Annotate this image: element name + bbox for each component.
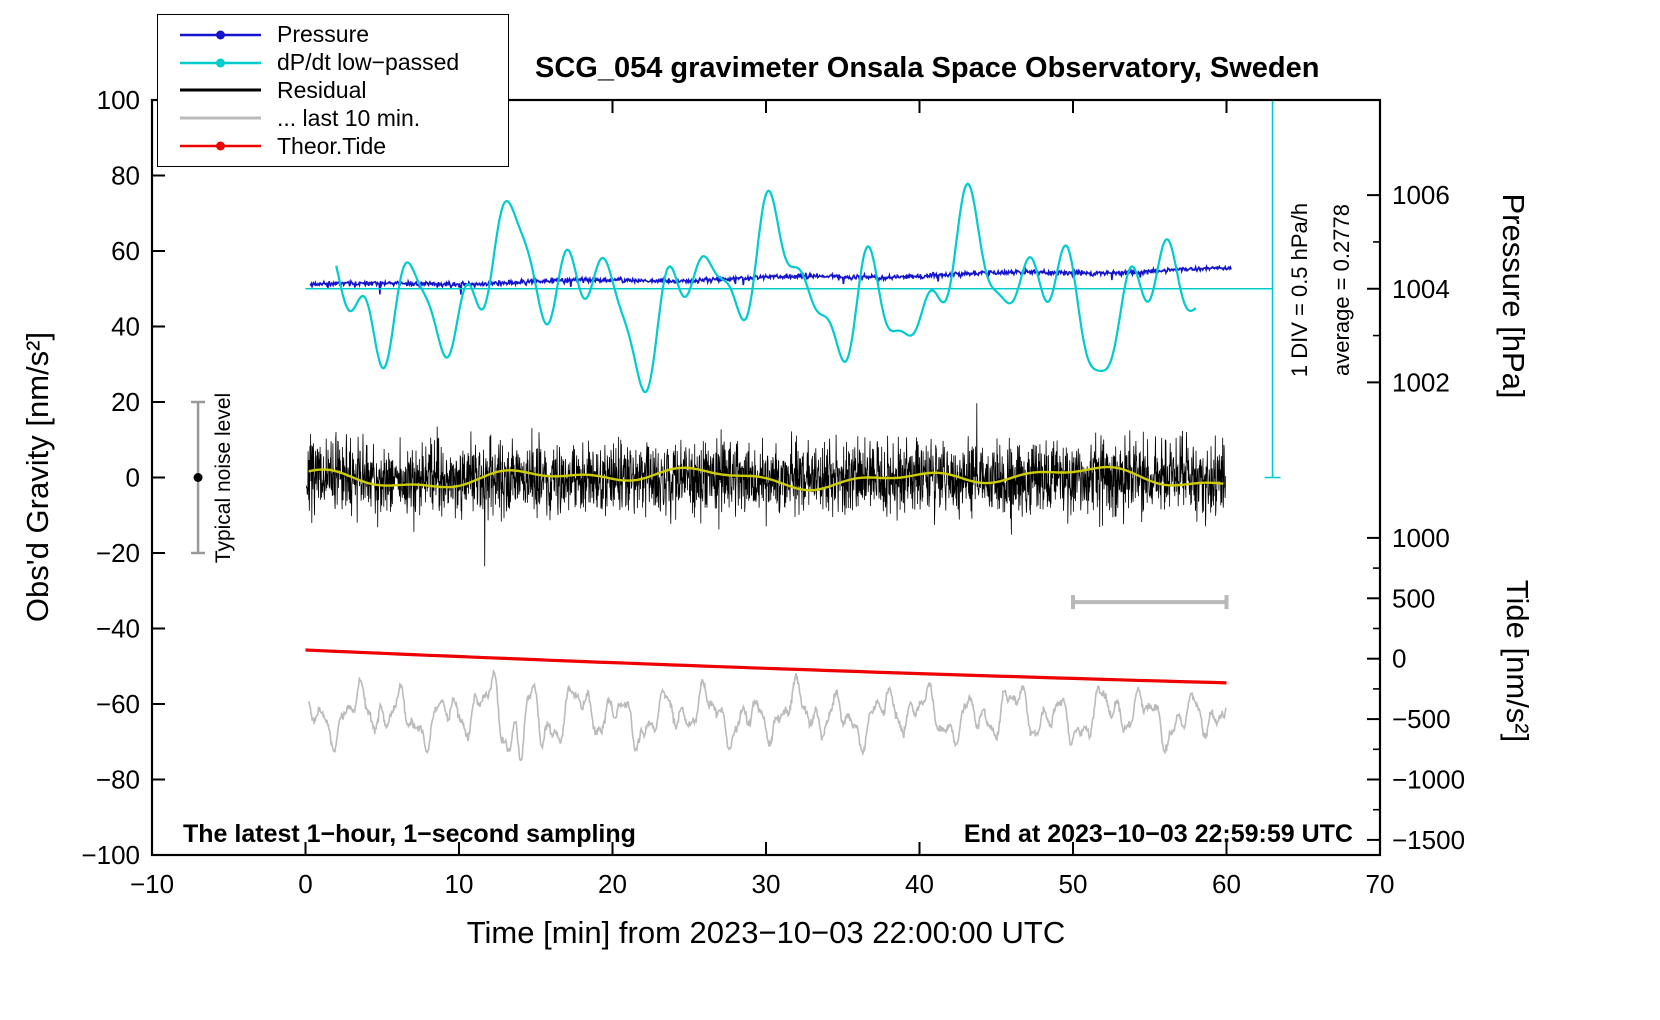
series-dpdt-line <box>335 182 1197 394</box>
legend-sample <box>180 58 261 68</box>
tick-label: 40 <box>905 869 934 899</box>
legend-item-1: dP/dt low−passed <box>178 49 508 76</box>
tick-label: −20 <box>96 538 140 568</box>
tick-label: 80 <box>111 161 140 191</box>
average-note: average = 0.2778 <box>1329 204 1354 376</box>
tick-label: 30 <box>752 869 781 899</box>
tick-label: 100 <box>97 85 140 115</box>
series-residual-smooth-line <box>308 465 1224 492</box>
legend-sample <box>180 30 261 40</box>
series-pressure-line <box>309 263 1232 295</box>
end-time-note: End at 2023−10−03 22:59:59 UTC <box>963 820 1353 848</box>
tick-label: −80 <box>96 765 140 795</box>
series-last10-line <box>307 668 1227 762</box>
tick-label: 60 <box>111 236 140 266</box>
tick-label: 1000 <box>1392 523 1450 553</box>
sampling-note: The latest 1−hour, 1−second sampling <box>183 820 636 848</box>
tick-label: −10 <box>130 869 174 899</box>
tick-label: −100 <box>81 840 140 870</box>
tick-label: 40 <box>111 312 140 342</box>
legend-sample <box>180 116 261 120</box>
y-axis-label-pressure: Pressure [hPa] <box>1496 193 1531 399</box>
legend-sample <box>180 141 261 151</box>
tick-label: 60 <box>1212 869 1241 899</box>
legend: Pressure dP/dt low−passed Residual... last… <box>157 14 509 167</box>
legend-sample-marker <box>216 58 225 68</box>
legend-sample-marker <box>216 30 225 40</box>
series-residual-line <box>305 403 1227 567</box>
x-axis-label: Time [min] from 2023−10−03 22:00:00 UTC <box>466 915 1066 950</box>
tick-label: 1004 <box>1392 274 1450 304</box>
tick-label: 0 <box>298 869 312 899</box>
noise-level-note: Typical noise level <box>212 392 235 564</box>
legend-item-3: ... last 10 min. <box>178 105 508 132</box>
tick-label: 20 <box>598 869 627 899</box>
tick-label: 50 <box>1059 869 1088 899</box>
legend-item-4: Theor.Tide <box>178 133 508 160</box>
tick-label: 70 <box>1366 869 1395 899</box>
legend-sample <box>180 88 261 92</box>
tick-label: 10 <box>445 869 474 899</box>
tick-label: −40 <box>96 614 140 644</box>
legend-item-2: Residual <box>178 77 508 104</box>
y-axis-label-gravity: Obs'd Gravity [nm/s²] <box>20 331 55 623</box>
tick-label: −1000 <box>1392 765 1465 795</box>
legend-item-label: ... last 10 min. <box>277 104 421 131</box>
chart-title: SCG_054 gravimeter Onsala Space Observat… <box>535 52 1320 84</box>
legend-item-0: Pressure <box>178 21 508 48</box>
tick-label: −60 <box>96 689 140 719</box>
tick-label: 0 <box>1392 644 1406 674</box>
legend-item-label: Pressure <box>277 21 370 48</box>
tick-label: 1002 <box>1392 367 1450 397</box>
y-axis-label-tide: Tide [nm/s²] <box>1500 579 1535 743</box>
tick-label: 0 <box>126 463 140 493</box>
legend-item-label: Residual <box>277 76 367 103</box>
tick-label: −1500 <box>1392 825 1465 855</box>
tick-label: 1006 <box>1392 180 1450 210</box>
tick-label: 500 <box>1392 583 1435 613</box>
legend-sample-marker <box>216 141 225 151</box>
series-tide-line <box>305 648 1227 685</box>
div-scale-note: 1 DIV = 0.5 hPa/h <box>1287 202 1312 378</box>
legend-item-label: Theor.Tide <box>277 132 387 159</box>
noise-level-dot <box>193 473 203 482</box>
legend-item-label: dP/dt low−passed <box>277 49 460 76</box>
tick-label: −500 <box>1392 704 1451 734</box>
tick-label: 20 <box>111 387 140 417</box>
